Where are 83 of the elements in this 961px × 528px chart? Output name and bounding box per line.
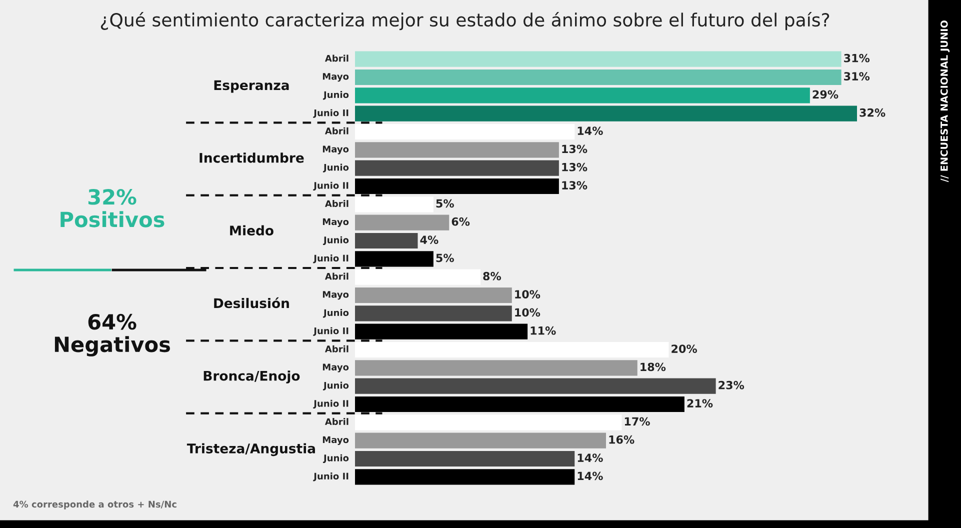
text: Abril [324,200,348,208]
bar [355,378,716,394]
data-label: 14% [578,126,603,135]
data-label: 13% [562,162,588,172]
bar [355,360,638,376]
bar [355,196,434,212]
series-label: Junio [322,91,349,100]
chart-title: ¿Qué sentimiento caracteriza mejor su estado de ánimo sobre el futuro del país? [100,12,830,30]
bar [355,324,528,340]
series-label: Junio II [313,109,348,118]
y-tick-label: Bronca/Enojo [204,370,300,384]
data-label: 10% [515,290,540,298]
bar [355,414,622,430]
series-label: Abril [324,54,348,62]
data-label: 16% [609,435,634,444]
bar [355,269,480,285]
bar [355,450,575,467]
data-label: 4% [420,236,438,244]
y-tick-label: Tristeza/Angustia [186,443,315,456]
data-label: 8% [483,272,502,280]
text: Junio II [313,400,348,409]
bar [355,232,418,249]
bar [355,51,842,67]
bar [355,251,434,267]
data-label: 13% [562,181,588,190]
y-tick-label: Incertidumbre [200,152,304,163]
data-label: 29% [812,90,838,99]
text: Mayo [322,218,349,227]
bar [355,342,669,358]
data-label: 10% [515,308,540,317]
text: Abril [324,127,348,134]
bar [355,469,575,485]
bar [355,287,512,304]
text: Junio II [313,472,348,482]
bar [355,142,559,158]
text: 64% Negativos [54,314,170,356]
text: Junio II [313,327,348,336]
text: Mayo [322,146,349,154]
data-label: 18% [640,362,666,372]
data-label: 31% [844,54,870,62]
data-label: 14% [578,454,603,462]
y-tick-label: Desilusión [214,297,289,308]
data-label: 5% [436,254,454,262]
bar [355,178,559,194]
data-label: 23% [718,380,744,390]
data-label: 32% [860,108,886,117]
text: Mayo [322,364,349,372]
bar [355,124,575,140]
text: Abril [324,418,348,426]
bar [355,88,810,104]
data-label: 5% [436,199,454,208]
text: Mayo [322,436,349,445]
bar [355,396,684,412]
text: Junio II [313,182,348,191]
bar [355,432,606,448]
text: Abril [324,272,348,280]
text: 4% corresponde a otros + Ns/Nc [13,500,176,510]
data-label: 17% [624,417,650,426]
data-label: 6% [452,217,470,226]
series-label: Mayo [322,73,349,82]
bar [355,306,512,322]
bar [355,106,857,122]
data-label: 20% [672,344,697,353]
bar [355,160,559,176]
text: Junio [322,236,349,246]
bar [355,69,842,86]
text: Junio II [313,254,348,264]
text: Abril [324,345,348,352]
y-tick-label: Esperanza [214,80,289,93]
text: Junio [322,382,349,390]
text: Junio [322,454,349,464]
data-label: 14% [578,472,603,480]
text: 32% Positivos [60,189,164,228]
bar [355,214,450,230]
data-label: 13% [562,144,588,154]
data-label: 31% [844,72,870,80]
text: // ENCUESTA NACIONAL JUNIO [940,20,950,182]
data-label: 11% [530,326,556,335]
y-tick-label: Miedo [230,225,274,236]
data-label: 21% [687,399,713,408]
text: Junio [322,164,349,172]
text: Junio [322,309,349,318]
text: Mayo [322,291,349,300]
